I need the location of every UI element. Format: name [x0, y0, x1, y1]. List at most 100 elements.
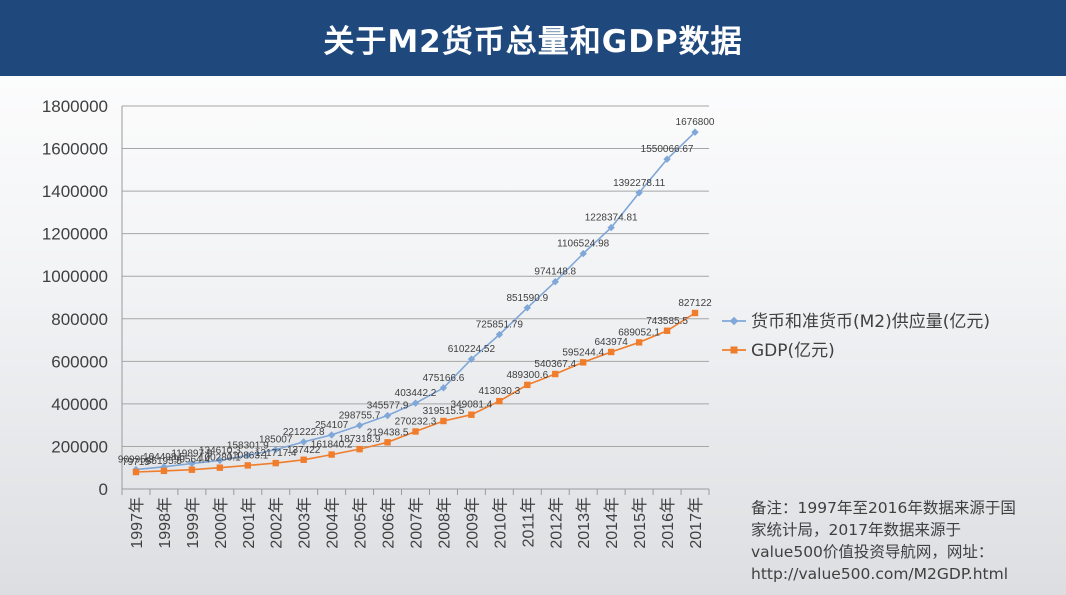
data-label: 161840.2 — [311, 440, 353, 451]
x-tick-label: 2010年 — [491, 497, 509, 549]
data-label: 413030.3 — [478, 386, 520, 397]
x-tick-label: 2013年 — [575, 497, 593, 549]
data-point — [328, 451, 335, 458]
data-label: 1676800 — [676, 117, 715, 128]
note-line: 备注：1997年至2016年数据来源于国 — [751, 499, 1016, 517]
data-label: 595244.4 — [562, 347, 604, 358]
legend-label: 货币和准货币(M2)供应量(亿元) — [751, 312, 990, 332]
y-tick-label: 800000 — [51, 310, 108, 329]
source-note: 备注：1997年至2016年数据来源于国 家统计局，2017年数据来源于 val… — [751, 497, 1061, 585]
data-label: 90564.4 — [174, 455, 211, 466]
data-label: 137422 — [287, 445, 321, 456]
data-point — [496, 397, 503, 405]
x-tick-label: 2000年 — [212, 497, 230, 549]
data-point — [355, 421, 364, 430]
y-tick-label: 1600000 — [42, 140, 108, 159]
y-tick-label: 400000 — [51, 395, 108, 414]
chart-grid — [122, 105, 709, 490]
data-point — [412, 428, 419, 435]
data-label: 1392278.11 — [613, 178, 666, 189]
x-tick-label: 2005年 — [352, 497, 370, 549]
data-point — [300, 456, 307, 463]
x-tick-label: 2014年 — [603, 497, 621, 549]
data-label: 90995.3 — [118, 455, 155, 466]
x-tick-label: 2008年 — [435, 497, 453, 549]
y-tick-label: 600000 — [51, 352, 108, 371]
data-point — [188, 459, 196, 468]
data-label: 319515.5 — [423, 406, 465, 417]
data-label: 121717.4 — [255, 448, 297, 459]
data-label: 489300.6 — [506, 370, 548, 381]
data-label: 254107 — [315, 420, 349, 431]
x-tick-label: 1997年 — [128, 497, 146, 549]
page-title: 关于M2货币总量和GDP数据 — [323, 23, 743, 60]
y-tick-label: 1200000 — [42, 225, 108, 244]
data-point — [299, 438, 308, 446]
data-point — [132, 468, 140, 476]
data-label: 1550066.67 — [641, 144, 694, 155]
data-label: 119897.9 — [171, 448, 212, 459]
x-axis: 1997年 1998年 1999年 2000年 2001年 2002年 2003年 2004年… — [121, 489, 710, 549]
data-point — [384, 439, 391, 446]
title-bar: 关于M2货币总量和GDP数据 — [0, 0, 1066, 76]
data-label: 610224.52 — [448, 344, 496, 355]
data-point — [524, 381, 531, 389]
legend-marker — [730, 346, 738, 354]
data-point — [467, 355, 476, 363]
data-point — [160, 467, 168, 475]
y-tick-label: 0 — [99, 480, 108, 499]
data-label: 540367.4 — [534, 359, 576, 370]
y-tick-label: 1800000 — [42, 97, 108, 116]
y-axis: 0 200000 400000 600000 800000 1000000 1200000 1… — [42, 97, 123, 499]
data-point — [327, 431, 336, 439]
line-chart: 0 200000 400000 600000 800000 1000000 1200000 1… — [42, 97, 990, 549]
data-label: 1228374.81 — [585, 213, 638, 224]
x-tick-label: 2003年 — [296, 497, 314, 549]
data-label: 104498.5 — [143, 452, 185, 463]
chart-legend: 货币和准货币(M2)供应量(亿元) GDP(亿元) — [722, 312, 990, 361]
data-point — [691, 309, 699, 317]
data-point — [439, 384, 448, 392]
chart-series — [132, 128, 699, 476]
data-label: 298755.7 — [339, 410, 381, 421]
data-label: 475166.6 — [423, 373, 465, 384]
x-tick-label: 2016年 — [659, 497, 677, 549]
data-label: 134610.3 — [199, 445, 241, 456]
data-point — [216, 456, 224, 465]
x-tick-label: 2015年 — [631, 497, 649, 549]
data-label: 85195.5 — [146, 456, 183, 467]
note-line: http://value500.com/M2GDP.html — [751, 565, 1009, 583]
data-label: 689052.1 — [618, 327, 660, 338]
data-label: 187318.9 — [339, 434, 381, 445]
data-label: 185007 — [259, 435, 293, 446]
data-point — [244, 462, 251, 469]
x-tick-label: 2017年 — [687, 497, 705, 549]
data-point — [635, 339, 643, 346]
x-tick-label: 2001年 — [240, 497, 258, 549]
data-label: 345577.9 — [367, 400, 409, 411]
data-point — [411, 399, 420, 407]
data-point — [356, 445, 363, 453]
data-label: 643974 — [594, 337, 628, 348]
data-label: 827122 — [678, 298, 712, 309]
data-point — [468, 411, 475, 418]
x-tick-label: 1999年 — [184, 497, 202, 549]
data-point — [216, 464, 224, 471]
x-tick-label: 2011年 — [519, 497, 537, 547]
data-point — [440, 417, 447, 425]
data-point — [272, 459, 279, 467]
x-tick-label: 1998年 — [156, 497, 174, 549]
data-point — [383, 411, 392, 420]
y-tick-label: 1400000 — [42, 182, 108, 201]
data-point — [663, 327, 671, 334]
x-tick-label: 2012年 — [547, 497, 565, 549]
data-point — [607, 348, 615, 356]
y-tick-label: 1000000 — [42, 267, 108, 286]
data-point — [580, 359, 587, 366]
data-label: 79715 — [122, 457, 150, 468]
data-label: 743585.5 — [646, 316, 688, 327]
legend-marker — [729, 316, 739, 326]
data-label: 219438.5 — [367, 427, 409, 438]
x-tick-label: 2004年 — [324, 497, 342, 549]
x-tick-label: 2006年 — [380, 497, 398, 549]
